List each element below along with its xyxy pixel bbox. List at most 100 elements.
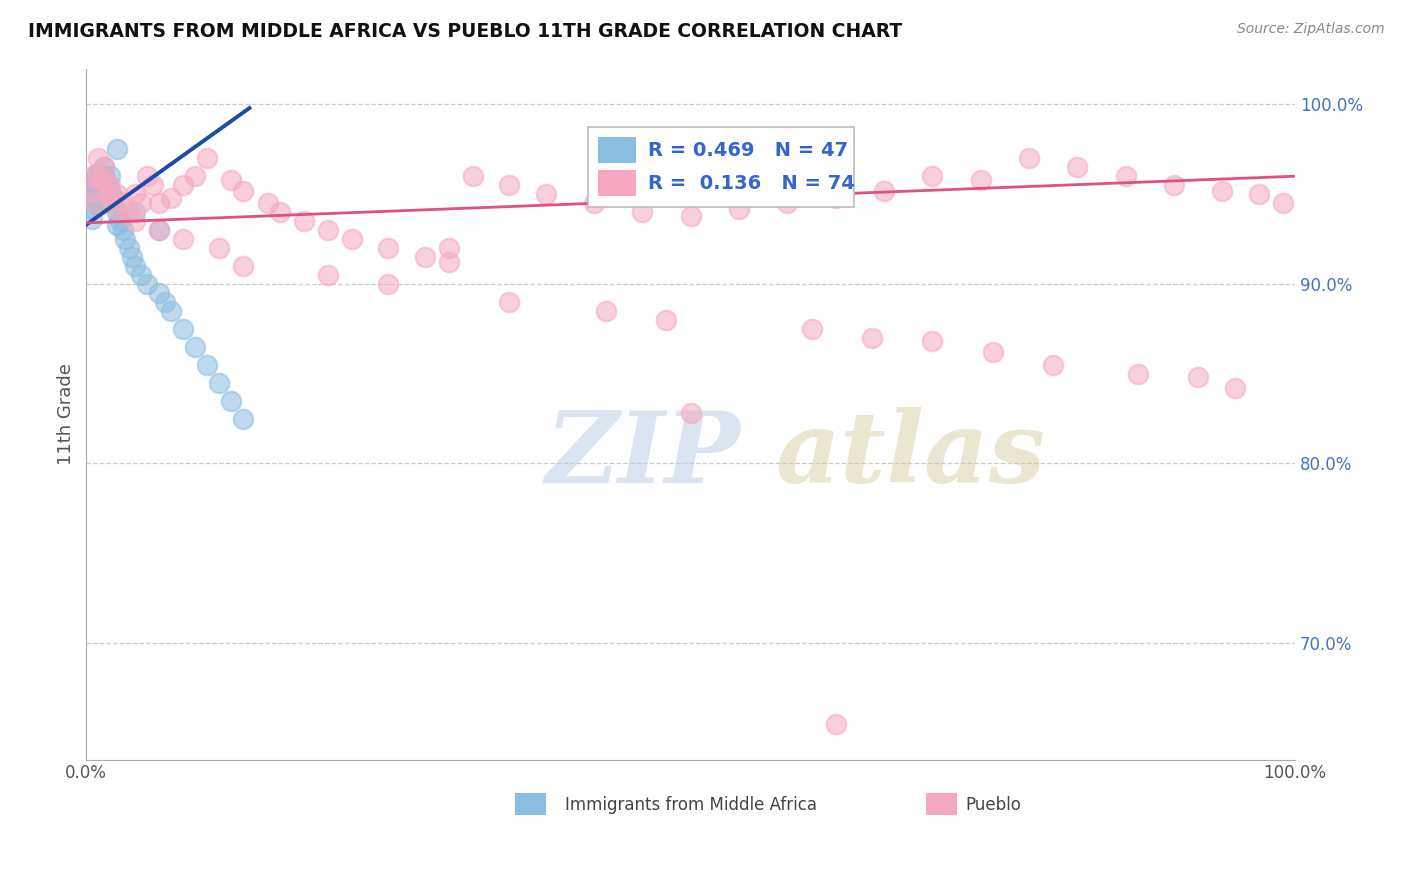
- Text: ZIP: ZIP: [546, 408, 741, 504]
- Point: [82, 169, 104, 184]
- Point: [148, 196, 170, 211]
- Point: [84, 196, 107, 211]
- Point: [1247, 187, 1270, 202]
- Point: [153, 294, 176, 309]
- FancyBboxPatch shape: [588, 128, 853, 207]
- Point: [82, 173, 104, 187]
- Point: [1066, 160, 1088, 174]
- Point: [117, 205, 139, 219]
- Point: [208, 241, 231, 255]
- Point: [124, 187, 146, 202]
- Point: [105, 202, 128, 216]
- Point: [100, 169, 122, 184]
- Point: [195, 358, 218, 372]
- Point: [728, 202, 751, 216]
- Point: [114, 232, 136, 246]
- Point: [316, 223, 339, 237]
- Point: [679, 406, 702, 420]
- Point: [82, 184, 104, 198]
- Point: [105, 142, 128, 156]
- Point: [87, 166, 110, 180]
- Point: [232, 259, 254, 273]
- Point: [534, 187, 557, 202]
- Point: [160, 191, 183, 205]
- Point: [1271, 196, 1294, 211]
- Point: [256, 196, 278, 211]
- Point: [93, 160, 115, 174]
- Point: [921, 334, 943, 349]
- Point: [105, 205, 128, 219]
- Text: R = 0.469   N = 47: R = 0.469 N = 47: [648, 141, 848, 160]
- Point: [342, 232, 364, 246]
- Point: [135, 169, 157, 184]
- Point: [221, 393, 243, 408]
- Point: [172, 232, 194, 246]
- Bar: [598, 137, 637, 163]
- Point: [800, 322, 823, 336]
- Point: [100, 178, 122, 193]
- Point: [461, 169, 484, 184]
- Point: [413, 250, 436, 264]
- Point: [97, 187, 120, 202]
- Text: R =  0.136   N = 74: R = 0.136 N = 74: [648, 174, 855, 193]
- Point: [921, 169, 943, 184]
- Point: [124, 205, 146, 219]
- Point: [437, 241, 460, 255]
- Point: [498, 178, 520, 193]
- Point: [981, 345, 1004, 359]
- Point: [1042, 358, 1064, 372]
- Point: [172, 322, 194, 336]
- Point: [377, 277, 399, 291]
- Text: atlas: atlas: [775, 408, 1045, 504]
- Point: [148, 223, 170, 237]
- Point: [232, 411, 254, 425]
- Point: [135, 277, 157, 291]
- Point: [100, 191, 122, 205]
- Point: [142, 178, 165, 193]
- Point: [100, 184, 122, 198]
- Text: Immigrants from Middle Africa: Immigrants from Middle Africa: [565, 796, 817, 814]
- Point: [97, 178, 120, 193]
- Point: [221, 173, 243, 187]
- Point: [129, 268, 152, 282]
- Point: [129, 196, 152, 211]
- Point: [1211, 184, 1233, 198]
- Text: IMMIGRANTS FROM MIDDLE AFRICA VS PUEBLO 11TH GRADE CORRELATION CHART: IMMIGRANTS FROM MIDDLE AFRICA VS PUEBLO …: [28, 22, 903, 41]
- Point: [1223, 381, 1246, 395]
- Point: [970, 173, 993, 187]
- Point: [172, 178, 194, 193]
- Point: [124, 259, 146, 273]
- Point: [87, 177, 110, 191]
- Point: [90, 173, 112, 187]
- Point: [124, 214, 146, 228]
- Text: Source: ZipAtlas.com: Source: ZipAtlas.com: [1237, 22, 1385, 37]
- Text: Pueblo: Pueblo: [965, 796, 1021, 814]
- Point: [87, 169, 110, 184]
- Point: [108, 214, 131, 228]
- Point: [1018, 151, 1040, 165]
- Point: [498, 294, 520, 309]
- Point: [776, 196, 799, 211]
- Point: [1187, 370, 1209, 384]
- Point: [631, 205, 654, 219]
- Point: [100, 196, 122, 211]
- Point: [582, 196, 605, 211]
- Bar: [927, 793, 956, 815]
- Point: [292, 214, 315, 228]
- Point: [595, 303, 617, 318]
- Point: [84, 196, 107, 211]
- Point: [117, 241, 139, 255]
- Point: [873, 184, 896, 198]
- Point: [90, 194, 112, 209]
- Point: [824, 191, 846, 205]
- Point: [82, 202, 104, 216]
- Point: [90, 173, 112, 187]
- Point: [679, 209, 702, 223]
- Point: [1115, 169, 1137, 184]
- Point: [148, 223, 170, 237]
- Point: [90, 184, 112, 198]
- Point: [84, 178, 107, 193]
- Point: [437, 255, 460, 269]
- Point: [111, 223, 134, 237]
- Point: [316, 268, 339, 282]
